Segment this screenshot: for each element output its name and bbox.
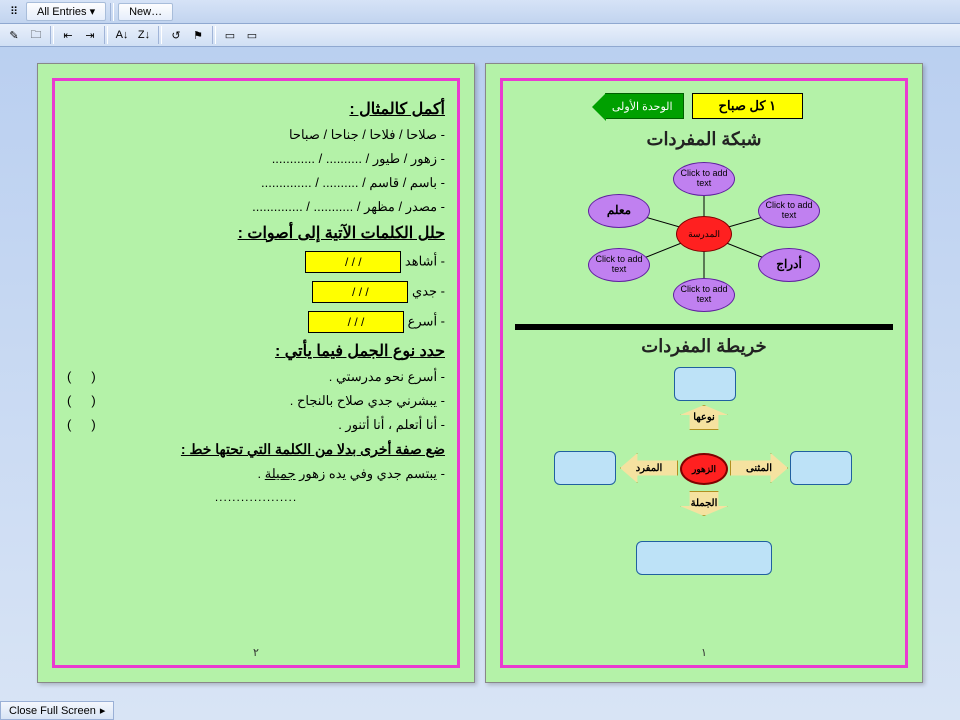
map-arrow-right: المثنى [730, 453, 788, 483]
tool-icon-5[interactable]: ↺ [166, 26, 186, 44]
sentence-row-3: - أنا أتعلم ، أنا أتنور . () [67, 417, 445, 433]
toolbar-separator [110, 3, 114, 21]
document-area: أكمل كالمثال : - صلاحا / فلاحا / جناحا /… [0, 47, 960, 699]
vocab-node-top[interactable]: Click to add text [673, 162, 735, 196]
map-arrow-down: الجملة [680, 491, 728, 516]
vocab-node-br[interactable]: أدراج [758, 248, 820, 282]
sentence-1: - أسرع نحو مدرستي . [329, 369, 445, 385]
adjective-sentence: - يبتسم جدي وفي يده زهور جميلة . [67, 466, 445, 482]
paren-2: () [67, 393, 116, 409]
sound-row-2: - جدي / / / [67, 281, 445, 303]
map-center-oval[interactable]: الزهور [680, 453, 728, 485]
vocab-net-center[interactable]: المدرسة [676, 216, 732, 252]
section-divider [515, 324, 893, 330]
grip-icon: ⠿ [4, 3, 24, 21]
sentence-2: - يبشرني جدي صلاح بالنجاح . [290, 393, 445, 409]
section-vocab-map: خريطة المفردات [515, 336, 893, 357]
page-right-frame: ١ كل صباح الوحدة الأولى شبكة المفردات ال… [500, 78, 908, 668]
chevron-icon: ▸ [100, 704, 106, 717]
heading-complete-example: أكمل كالمثال : [67, 99, 445, 119]
unit-arrow-label: الوحدة الأولى [605, 93, 684, 119]
example-line-2: - زهور / طيور / .......... / ...........… [67, 151, 445, 167]
paren-3: () [67, 417, 116, 433]
example-line-3: - باسم / قاسم / .......... / ...........… [67, 175, 445, 191]
toolbar-separator [50, 26, 54, 44]
sound-slot-3[interactable]: / / / [308, 311, 404, 333]
unit-title-label: ١ كل صباح [692, 93, 804, 119]
adj-part-c: . [258, 466, 265, 481]
toolbar-separator [158, 26, 162, 44]
sound-row-3: - أسرع / / / [67, 311, 445, 333]
sound-slot-2[interactable]: / / / [312, 281, 408, 303]
page-left-frame: أكمل كالمثال : - صلاحا / فلاحا / جناحا /… [52, 78, 460, 668]
sound-word-2: - جدي [412, 283, 445, 298]
close-full-screen-label: Close Full Screen [9, 705, 96, 717]
toolbar-separator [212, 26, 216, 44]
vocab-network: المدرسة Click to add text معلم Click to … [564, 156, 844, 316]
page-left: أكمل كالمثال : - صلاحا / فلاحا / جناحا /… [37, 63, 475, 683]
close-full-screen-button[interactable]: Close Full Screen ▸ [0, 701, 114, 720]
adj-underlined: جميلة [265, 466, 296, 481]
page-right: ١ كل صباح الوحدة الأولى شبكة المفردات ال… [485, 63, 923, 683]
vocab-map: نوعها الجملة المفرد المثنى الزهور [554, 363, 854, 583]
sound-slot-1[interactable]: / / / [305, 251, 401, 273]
map-arrow-left: المفرد [620, 453, 678, 483]
vocab-node-tr[interactable]: Click to add text [758, 194, 820, 228]
heading-replace-adjective: ضع صفة أخرى بدلا من الكلمة التي تحتها خط… [67, 441, 445, 458]
page-number-right: ١ [701, 646, 707, 659]
tool-icon-6[interactable]: ⚑ [188, 26, 208, 44]
section-vocab-net: شبكة المفردات [515, 129, 893, 150]
all-entries-dropdown[interactable]: All Entries ▾ [26, 2, 106, 21]
map-arrow-up: نوعها [680, 405, 728, 430]
toolbar-row-2: ✎ 🗀 ⇤ ⇥ A↓ Z↓ ↺ ⚑ ▭ ▭ [0, 24, 960, 47]
map-box-bottom[interactable] [636, 541, 772, 575]
example-line-4: - مصدر / مظهر / ........... / ..........… [67, 199, 445, 215]
toolbar-separator [104, 26, 108, 44]
paren-1: () [67, 369, 116, 385]
example-line-1: - صلاحا / فلاحا / جناحا / صباحا [67, 127, 445, 143]
unit-header-row: ١ كل صباح الوحدة الأولى [515, 93, 893, 119]
map-box-left[interactable] [554, 451, 616, 485]
sound-word-1: - أشاهد [405, 253, 445, 268]
sound-word-3: - أسرع [408, 313, 445, 328]
map-box-right[interactable] [790, 451, 852, 485]
heading-sentence-type: حدد نوع الجمل فيما يأتي : [67, 341, 445, 361]
sentence-3: - أنا أتعلم ، أنا أتنور . [338, 417, 445, 433]
vocab-node-tl[interactable]: معلم [588, 194, 650, 228]
new-button[interactable]: New… [118, 3, 173, 21]
answer-dots: ................... [67, 490, 445, 504]
sort-asc-icon[interactable]: A↓ [112, 26, 132, 44]
page-number-left: ٢ [253, 646, 259, 659]
map-box-top[interactable] [674, 367, 736, 401]
vocab-node-bl[interactable]: Click to add text [588, 248, 650, 282]
vocab-node-bottom[interactable]: Click to add text [673, 278, 735, 312]
heading-analyze-sounds: حلل الكلمات الآتية إلى أصوات : [67, 223, 445, 243]
toolbar-row-1: ⠿ All Entries ▾ New… [0, 0, 960, 24]
tool-icon-1[interactable]: ✎ [4, 26, 24, 44]
tool-icon-2[interactable]: 🗀 [26, 26, 46, 44]
tool-icon-3[interactable]: ⇤ [58, 26, 78, 44]
sentence-row-1: - أسرع نحو مدرستي . () [67, 369, 445, 385]
tool-icon-7[interactable]: ▭ [220, 26, 240, 44]
adj-part-a: - يبتسم جدي وفي يده زهور [296, 466, 445, 481]
sound-row-1: - أشاهد / / / [67, 251, 445, 273]
tool-icon-8[interactable]: ▭ [242, 26, 262, 44]
tool-icon-4[interactable]: ⇥ [80, 26, 100, 44]
sentence-row-2: - يبشرني جدي صلاح بالنجاح . () [67, 393, 445, 409]
sort-desc-icon[interactable]: Z↓ [134, 26, 154, 44]
